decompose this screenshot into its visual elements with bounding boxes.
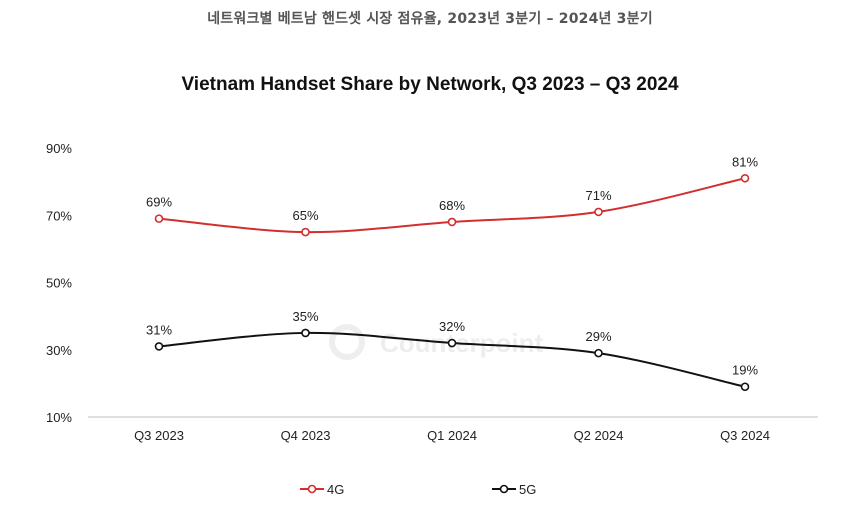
x-tick-label: Q3 2024 bbox=[720, 428, 770, 443]
data-label-4g: 68% bbox=[439, 198, 465, 213]
data-label-5g: 31% bbox=[146, 322, 172, 337]
data-label-4g: 69% bbox=[146, 195, 172, 210]
data-label-5g: 35% bbox=[292, 309, 318, 324]
page-header-title: 네트워크별 베트남 핸드셋 시장 점유율, 2023년 3분기 – 2024년 … bbox=[207, 11, 653, 27]
data-label-4g: 71% bbox=[585, 188, 611, 203]
x-tick-label: Q1 2024 bbox=[427, 428, 477, 443]
data-label-5g: 29% bbox=[585, 329, 611, 344]
x-tick-label: Q2 2024 bbox=[574, 428, 624, 443]
x-tick-label: Q4 2023 bbox=[281, 428, 331, 443]
data-point-4g bbox=[594, 207, 603, 217]
y-tick-label: 90% bbox=[46, 141, 72, 156]
data-label-5g: 32% bbox=[439, 319, 465, 334]
data-label-4g: 65% bbox=[292, 208, 318, 223]
y-tick-label: 30% bbox=[46, 343, 72, 358]
watermark-logo-icon bbox=[329, 324, 365, 360]
data-point-5g bbox=[740, 382, 750, 392]
data-point-5g bbox=[447, 338, 457, 348]
legend-label-4g: 4G bbox=[327, 482, 344, 497]
legend-label-5g: 5G bbox=[519, 482, 536, 497]
data-point-4g bbox=[154, 214, 164, 223]
data-point-4g bbox=[740, 173, 750, 183]
data-point-5g bbox=[154, 342, 164, 351]
legend-marker-4g bbox=[307, 484, 317, 494]
data-label-4g: 81% bbox=[732, 154, 758, 169]
data-point-4g bbox=[447, 217, 457, 227]
data-label-5g: 19% bbox=[732, 363, 758, 378]
y-tick-label: 10% bbox=[46, 410, 72, 425]
y-tick-label: 50% bbox=[46, 276, 72, 291]
x-tick-label: Q3 2023 bbox=[134, 428, 184, 443]
chart-title: Vietnam Handset Share by Network, Q3 202… bbox=[181, 74, 679, 95]
data-point-5g bbox=[594, 348, 603, 358]
data-point-4g bbox=[301, 227, 310, 237]
y-tick-label: 70% bbox=[46, 208, 72, 223]
data-point-5g bbox=[301, 328, 310, 338]
legend-marker-5g bbox=[499, 484, 509, 494]
